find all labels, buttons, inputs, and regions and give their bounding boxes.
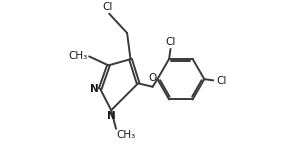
Text: O: O [148,73,157,83]
Text: CH₃: CH₃ [69,51,88,61]
Text: Cl: Cl [166,37,176,47]
Text: Cl: Cl [216,76,227,86]
Text: N: N [107,111,116,121]
Text: CH₃: CH₃ [117,129,136,140]
Text: Cl: Cl [103,2,113,12]
Text: N: N [90,84,99,94]
